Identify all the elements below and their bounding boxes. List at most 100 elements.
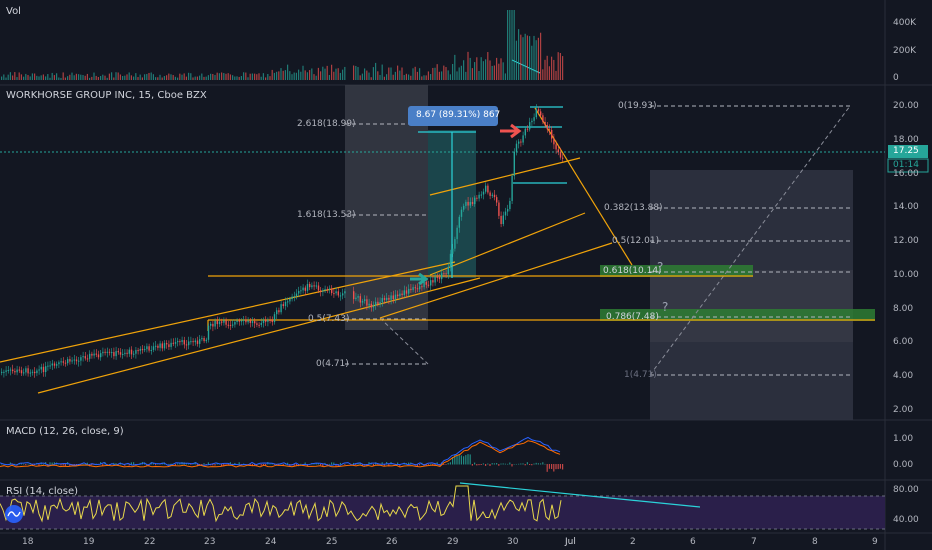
macd-bar [322,464,324,467]
macd-bar [69,464,71,467]
volume-bar [434,67,436,80]
macd-bar [493,463,495,465]
volume-bar [526,35,528,80]
macd-bar [331,462,333,465]
macd-bar [372,464,374,466]
volume-bar [23,76,25,80]
volume-bar [524,33,526,80]
macd-bar [487,463,489,465]
volume-bar [100,76,102,80]
volume-bar [188,72,190,80]
volume-bar [287,64,289,80]
volume-bar [3,74,5,80]
macd-bar [445,464,447,465]
volume-bar [51,72,53,80]
volume-bar [326,65,328,80]
rsi-line [0,485,562,523]
volume-bar [40,75,42,80]
symbol-title[interactable]: WORKHORSE GROUP INC, 15, Cboe BZX [6,90,207,101]
volume-bar [421,76,423,80]
volume-bar [535,40,537,80]
volume-bar [238,76,240,80]
volume-bar [551,56,553,80]
volume-bar [9,72,11,80]
volume-bar [278,71,280,80]
volume-bar [161,77,163,80]
macd-bar [478,464,480,466]
volume-bar [401,67,403,80]
volume-bar [498,63,500,80]
volume-bar [265,77,267,80]
volume-bar [258,73,260,80]
volume-bar [511,10,513,80]
macd-bar [62,464,64,466]
macd-bar [51,462,53,465]
macd-bar [529,464,531,465]
fib-zone-0618[interactable] [600,265,753,277]
volume-bar [388,67,390,80]
volume-bar [375,62,377,80]
volume-bar [533,35,535,80]
macd-bar [115,463,117,465]
volume-bar [49,77,51,80]
volume-bar [537,37,539,80]
measure-label-box [408,106,498,126]
macd-bar [511,464,513,467]
volume-bar [269,76,271,80]
volume-bar [304,70,306,80]
volume-bar [152,74,154,80]
volume-bar [126,74,128,80]
volume-bar [157,77,159,80]
volume-bar [47,74,49,80]
macd-bar [555,464,557,470]
volume-bar [240,76,242,80]
volume-bar [344,66,346,80]
macd-bar [300,463,302,465]
macd-bar [500,463,502,465]
macd-bar [27,463,29,465]
volume-bar [89,77,91,80]
volume-bar [430,74,432,80]
volume-bar [502,62,504,80]
volume-bar [236,76,238,80]
volume-bar [562,56,564,80]
macd-bar [355,464,357,466]
volume-bar [91,76,93,80]
volume-bar [425,75,427,80]
macd-bar [524,464,526,466]
volume-bar [234,76,236,80]
volume-bar [207,75,209,80]
volume-bar [342,69,344,80]
macd-bar [282,464,284,466]
volume-bar [432,67,434,80]
volume-bar [177,77,179,80]
macd-bar [315,463,317,465]
volume-bar [397,65,399,80]
macd-bar [465,455,467,465]
macd-bar [491,463,493,465]
macd-bar [260,464,262,466]
macd-bar [170,463,172,465]
macd-bar [553,464,555,472]
volume-bar [106,77,108,80]
volume-bar [260,76,262,80]
volume-bar [542,69,544,80]
volume-bar [67,76,69,80]
macd-bar [82,463,84,465]
macd-bar [522,463,524,465]
fib-levels-right [650,105,850,376]
volume-bar [170,74,172,80]
volume-bar [333,71,335,80]
volume-bar [469,57,471,80]
volume-bar [251,73,253,80]
macd-bar [361,464,363,467]
volume-bar [144,74,146,80]
macd-bar [546,464,548,472]
macd-bar [377,464,379,465]
volume-bar [553,59,555,80]
volume-bar [447,70,449,80]
projection-inner-box [650,270,853,342]
fib-zone-0786[interactable] [600,309,875,321]
macd-bar [113,462,115,465]
